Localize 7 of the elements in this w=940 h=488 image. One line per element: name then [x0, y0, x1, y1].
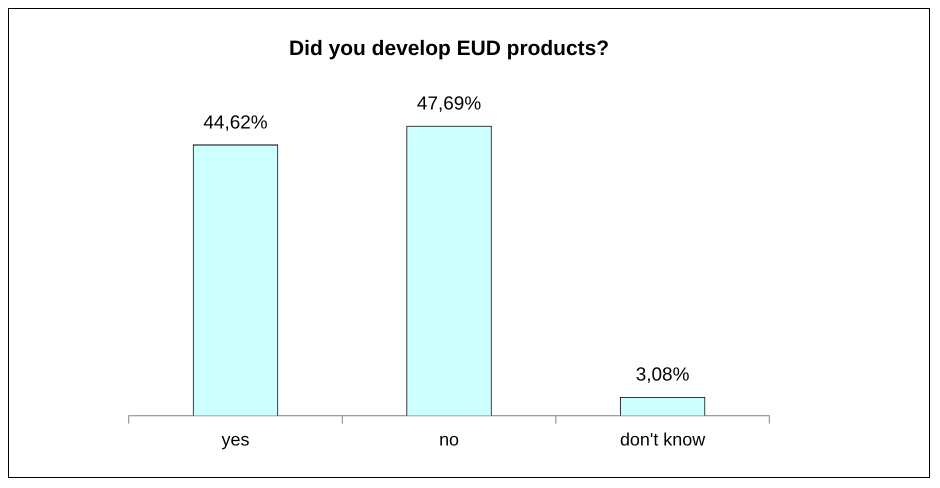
- x-tick-label: yes: [222, 429, 250, 450]
- x-tick-label: don't know: [620, 429, 706, 450]
- x-tick-label: no: [439, 429, 460, 450]
- data-label: 44,62%: [203, 112, 268, 134]
- data-label: 47,69%: [416, 94, 482, 115]
- chart-title: Did you develop EUD products?: [289, 37, 610, 60]
- data-label: 3,08%: [636, 364, 690, 386]
